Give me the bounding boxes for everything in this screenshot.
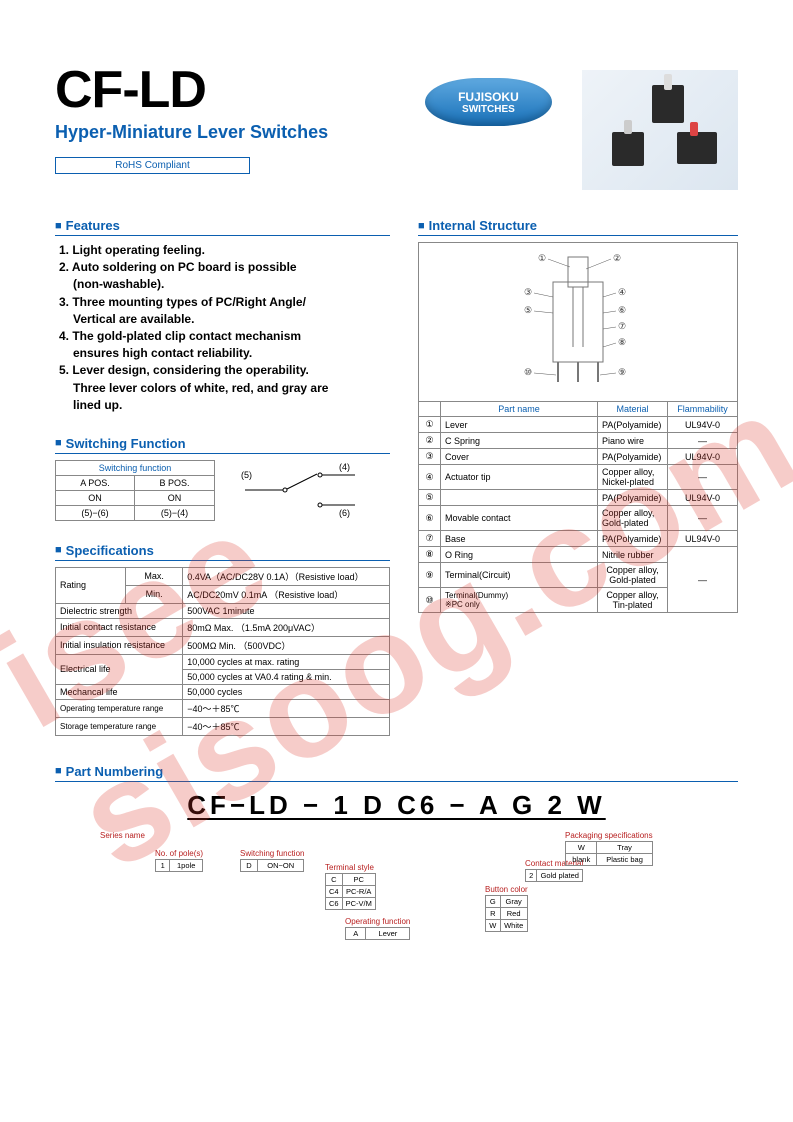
structure-diagram: ① ② ③ ④ ⑤ ⑥ ⑦ ⑧ ⑨ ⑩ <box>418 242 738 402</box>
table-cell: ON <box>134 490 214 505</box>
svg-text:④: ④ <box>618 287 626 297</box>
feature-item: Three lever colors of white, red, and gr… <box>59 380 390 396</box>
table-cell: B POS. <box>134 475 214 490</box>
part-number-breakdown: Series name No. of pole(s) 11pole Switch… <box>55 831 738 951</box>
svg-text:⑥: ⑥ <box>618 305 626 315</box>
feature-item: 4. The gold-plated clip contact mechanis… <box>59 328 390 344</box>
table-cell: (5)−(4) <box>134 505 214 520</box>
features-heading: Features <box>55 218 390 236</box>
brand-badge: FUJISOKU SWITCHES <box>425 78 552 126</box>
product-title: CF-LD <box>55 60 395 120</box>
svg-text:③: ③ <box>524 287 532 297</box>
feature-item: 1. Light operating feeling. <box>59 242 390 258</box>
structure-table: Part name Material Flammability ①LeverPA… <box>418 401 738 613</box>
svg-text:(4): (4) <box>339 462 350 472</box>
table-cell: A POS. <box>56 475 135 490</box>
svg-text:(6): (6) <box>339 508 350 518</box>
svg-text:⑩: ⑩ <box>524 367 532 377</box>
specs-heading: Specifications <box>55 543 390 561</box>
swfunc-header: Switching function <box>56 460 215 475</box>
feature-item: lined up. <box>59 397 390 413</box>
feature-item: ensures high contact reliability. <box>59 345 390 361</box>
feature-item: 5. Lever design, considering the operabi… <box>59 362 390 378</box>
table-cell: (5)−(6) <box>56 505 135 520</box>
brand-line1: FUJISOKU <box>458 90 519 104</box>
circuit-diagram: (5) (4) (6) <box>235 460 365 520</box>
feature-item: 3. Three mounting types of PC/Right Angl… <box>59 294 390 310</box>
product-subtitle: Hyper-Miniature Lever Switches <box>55 122 395 143</box>
switching-heading: Switching Function <box>55 436 390 454</box>
svg-text:⑨: ⑨ <box>618 367 626 377</box>
header: CF-LD Hyper-Miniature Lever Switches RoH… <box>55 60 738 190</box>
structure-heading: Internal Structure <box>418 218 738 236</box>
svg-text:②: ② <box>613 253 621 263</box>
features-list: 1. Light operating feeling. 2. Auto sold… <box>55 242 390 413</box>
svg-text:⑤: ⑤ <box>524 305 532 315</box>
rohs-badge: RoHS Compliant <box>55 157 250 174</box>
product-image <box>582 70 738 190</box>
switching-table: Switching function A POS. B POS. ON ON (… <box>55 460 215 521</box>
svg-text:⑧: ⑧ <box>618 337 626 347</box>
partnum-heading: Part Numbering <box>55 764 738 782</box>
specs-table: RatingMax.0.4VA（AC/DC28V 0.1A）（Resistive… <box>55 567 390 736</box>
pn-series-label: Series name <box>100 831 145 840</box>
table-cell: ON <box>56 490 135 505</box>
feature-item: Vertical are available. <box>59 311 390 327</box>
part-number-string: CF−LD − 1 D C6 − A G 2 W <box>55 790 738 821</box>
svg-text:(5): (5) <box>241 470 252 480</box>
feature-item: (non-washable). <box>59 276 390 292</box>
feature-item: 2. Auto soldering on PC board is possibl… <box>59 259 390 275</box>
svg-text:①: ① <box>538 253 546 263</box>
brand-line2: SWITCHES <box>462 104 515 115</box>
svg-text:⑦: ⑦ <box>618 321 626 331</box>
